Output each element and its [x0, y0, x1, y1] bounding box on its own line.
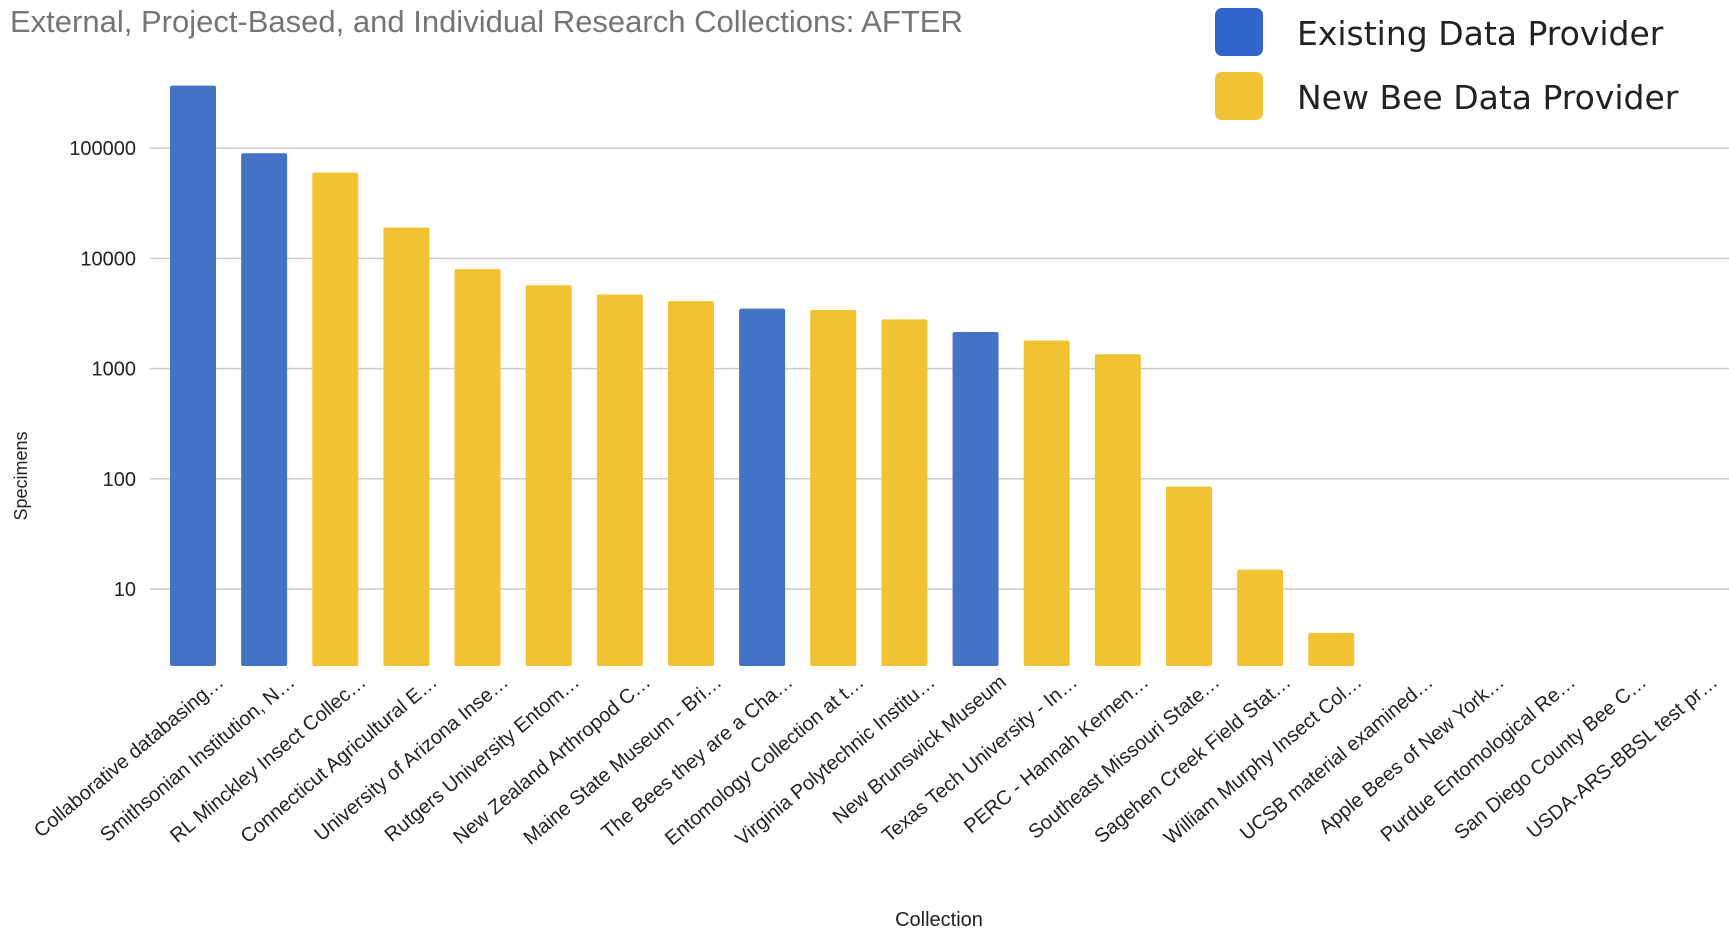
y-tick-label: 100: [103, 469, 136, 491]
y-tick-label: 100000: [69, 138, 136, 160]
y-tick-labels: 10 100 1000 10000 100000: [69, 138, 136, 601]
bar: [596, 294, 643, 666]
bar: [454, 269, 501, 666]
chart-title: External, Project-Based, and Individual …: [10, 4, 963, 39]
x-axis-title: Collection: [895, 909, 983, 930]
x-tick-labels: Collaborative databasing…Smithsonian Ins…: [30, 671, 1722, 851]
bar: [1094, 354, 1141, 666]
bar: [525, 285, 572, 666]
y-tick-label: 1000: [92, 359, 137, 381]
bar: [1237, 569, 1284, 666]
y-axis-title: Specimens: [11, 431, 31, 520]
bar: [952, 331, 999, 666]
bar: [1165, 486, 1212, 666]
bar: [241, 153, 288, 666]
bar: [170, 85, 216, 666]
legend-label-existing: Existing Data Provider: [1297, 14, 1664, 53]
bar: [312, 172, 359, 666]
y-tick-label: 10000: [80, 248, 136, 270]
bar: [667, 301, 714, 666]
y-tick-label: 10: [114, 579, 136, 601]
bars: [170, 85, 1355, 667]
bar: [1308, 632, 1355, 666]
bar: [383, 227, 430, 667]
bar: [810, 310, 857, 666]
bar: [881, 319, 928, 666]
legend-swatch-existing: [1215, 8, 1263, 56]
bar: [739, 308, 786, 666]
bar: [1023, 340, 1070, 666]
legend-swatch-new: [1215, 72, 1263, 120]
legend-label-new: New Bee Data Provider: [1297, 78, 1679, 117]
